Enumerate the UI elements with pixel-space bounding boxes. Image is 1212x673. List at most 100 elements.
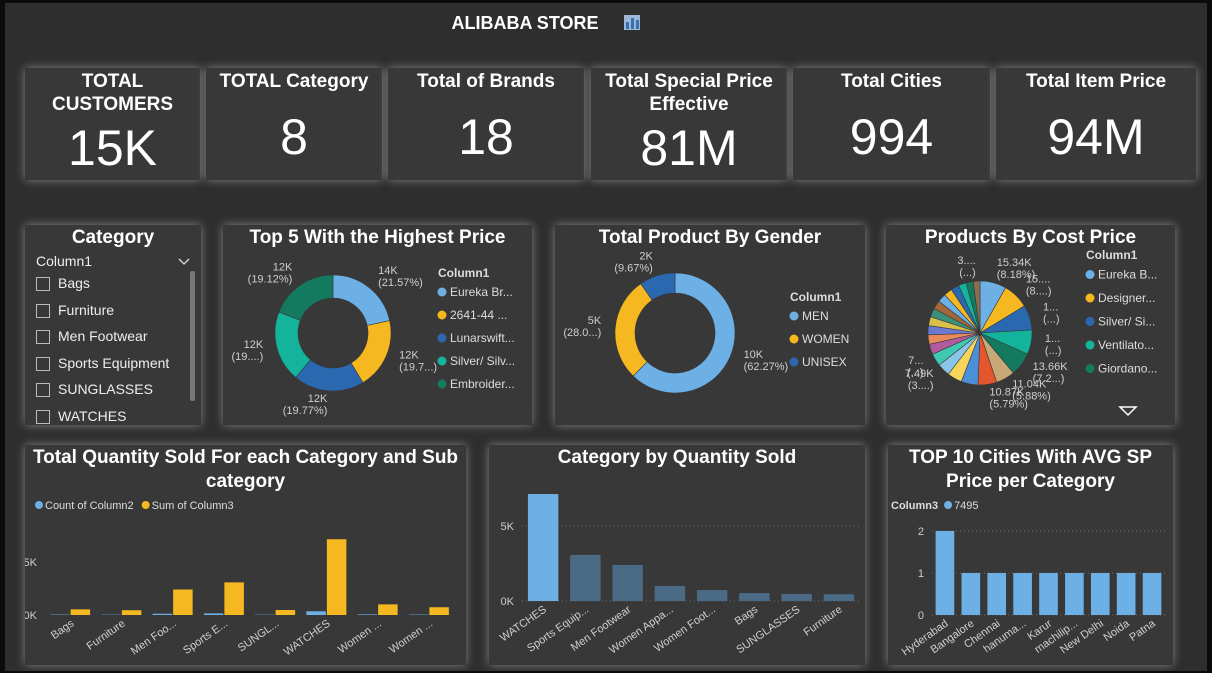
- slicer-item[interactable]: Bags: [58, 275, 90, 291]
- data-label: (8.18%): [997, 269, 1036, 281]
- x-tick-label: Sports E...: [181, 618, 230, 657]
- legend-label: Designer...: [1098, 291, 1155, 305]
- bar: [739, 593, 770, 601]
- kpi-label: Total Item Price: [1025, 71, 1167, 92]
- data-label: 12K: [308, 393, 328, 405]
- kpi-card: Total Special Price Effective 81M: [591, 68, 787, 180]
- chart-title: Total Product By Gender: [598, 227, 822, 248]
- data-label: (3....): [908, 380, 934, 392]
- legend-label: WOMEN: [802, 332, 849, 346]
- legend-label: Sum of Column3: [152, 500, 234, 512]
- x-tick-label: Women ...: [336, 618, 384, 656]
- legend-marker: [1085, 270, 1095, 279]
- kpi-value: 81M: [640, 120, 738, 176]
- bar: [224, 582, 244, 615]
- bar: [527, 494, 559, 601]
- slicer-item[interactable]: SUNGLASSES: [58, 381, 153, 397]
- bar: [1090, 573, 1110, 615]
- data-label: 12K: [273, 262, 293, 274]
- chart-title: TOP 10 Cities With AVG SP Price per Cate…: [908, 447, 1153, 492]
- kpi-label: Total Cities: [841, 71, 942, 92]
- legend-marker: [789, 334, 799, 344]
- chevron: [178, 258, 190, 265]
- data-label: (5.79%): [989, 398, 1028, 410]
- legend-marker: [789, 357, 799, 367]
- kpi-value: 8: [280, 108, 308, 165]
- data-label: (...): [1043, 313, 1060, 325]
- kpi-label: TOTAL CUSTOMERS: [51, 71, 174, 115]
- bar: [935, 531, 955, 615]
- slicer-item[interactable]: WATCHES: [58, 407, 127, 424]
- bar: [1065, 573, 1084, 615]
- chart-panel: 15.34K (8.18%) 15.... (8....) 1... (...) 1...(…: [886, 225, 1175, 425]
- legend-marker: [141, 501, 150, 509]
- legend-label: Silver/ Si...: [1098, 315, 1155, 329]
- data-label: 3....: [957, 255, 975, 267]
- chart: 14K(21.57%)12K(19.7...)12K(19.77%)12K(19…: [231, 262, 515, 417]
- slice: [972, 280, 981, 334]
- legend-marker: [437, 333, 447, 343]
- chart-title: Top 5 With the Highest Price: [249, 227, 506, 248]
- slice: [640, 272, 676, 301]
- bar: [696, 590, 728, 601]
- data-label: 12K: [399, 349, 419, 361]
- slicer-item[interactable]: Men Footwear: [58, 328, 148, 344]
- bar: [378, 604, 398, 615]
- data-label: 11.04K: [1012, 379, 1047, 391]
- legend-marker: [1085, 340, 1095, 350]
- bar: [1116, 573, 1136, 615]
- checkbox[interactable]: [36, 383, 50, 397]
- legend-label: Ventilato...: [1098, 338, 1154, 352]
- kpi-label: Total Special Price Effective: [605, 71, 773, 115]
- kpi-label: TOTAL Category: [219, 71, 369, 92]
- legend-title: Column3: [891, 500, 938, 512]
- slicer-field: Column1: [36, 253, 93, 269]
- x-tick-label: Men Foo...: [129, 618, 179, 658]
- bar: [781, 593, 812, 601]
- kpi-value: 15K: [68, 120, 157, 176]
- data-label: 12K: [244, 339, 264, 351]
- chart-panel: 0K 5K WATCHES Sports Equip... Men Footwear Wo…: [489, 445, 865, 665]
- scrollbar: [190, 271, 195, 401]
- checkbox[interactable]: [36, 277, 50, 291]
- more-arrow[interactable]: [1118, 406, 1138, 417]
- bar: [306, 611, 326, 615]
- legend-label: Eureka Br...: [450, 285, 513, 299]
- chart: 15.34K(8.18%)15....(8....)1...(...)1...(…: [905, 248, 1157, 417]
- chart-panel: 10K (62.27%) 5K (28.0...) 2K (9.67%) Column1 ME…: [555, 225, 865, 425]
- x-tick-label: Furniture: [85, 618, 128, 653]
- legend-marker: [437, 287, 447, 297]
- data-label: 10.87K: [989, 386, 1025, 398]
- slicer-item[interactable]: Sports Equipment: [58, 354, 170, 371]
- x-tick-label: Bags: [733, 603, 761, 627]
- bar: [1142, 573, 1162, 615]
- data-label: (...): [959, 267, 976, 279]
- slicer-item[interactable]: Furniture: [58, 301, 115, 318]
- kpi-card: Total Cities 994: [793, 68, 990, 180]
- bar: [203, 613, 224, 615]
- checkbox[interactable]: [36, 330, 50, 344]
- legend-label: 2641-44 ...: [450, 308, 507, 322]
- checkbox[interactable]: [36, 303, 50, 318]
- bar: [987, 573, 1007, 615]
- slice: [278, 274, 334, 321]
- data-label: (19.77%): [283, 405, 328, 417]
- bar: [357, 614, 378, 615]
- x-tick-label: Patna: [1127, 617, 1158, 644]
- bar: [152, 613, 173, 615]
- legend-title: Column1: [438, 266, 490, 280]
- y-tick-label: 5K: [25, 557, 38, 569]
- bar: [173, 589, 193, 615]
- data-label: (...): [1045, 345, 1062, 357]
- chevron-line: [178, 258, 190, 265]
- data-label: 7...: [908, 355, 923, 367]
- checkbox[interactable]: [36, 356, 50, 371]
- legend-label: Eureka B...: [1098, 268, 1157, 282]
- data-label: 14K: [378, 265, 398, 277]
- data-label: (...): [907, 367, 924, 379]
- kpi-card: Total of Brands 18: [388, 68, 584, 180]
- chart-panel: 0 1 2 Hyderabad Bangalore Chennai hanuma... Kar…: [888, 445, 1173, 665]
- slice: [632, 272, 736, 394]
- checkbox[interactable]: [36, 409, 50, 424]
- chart-title: Products By Cost Price: [924, 227, 1137, 248]
